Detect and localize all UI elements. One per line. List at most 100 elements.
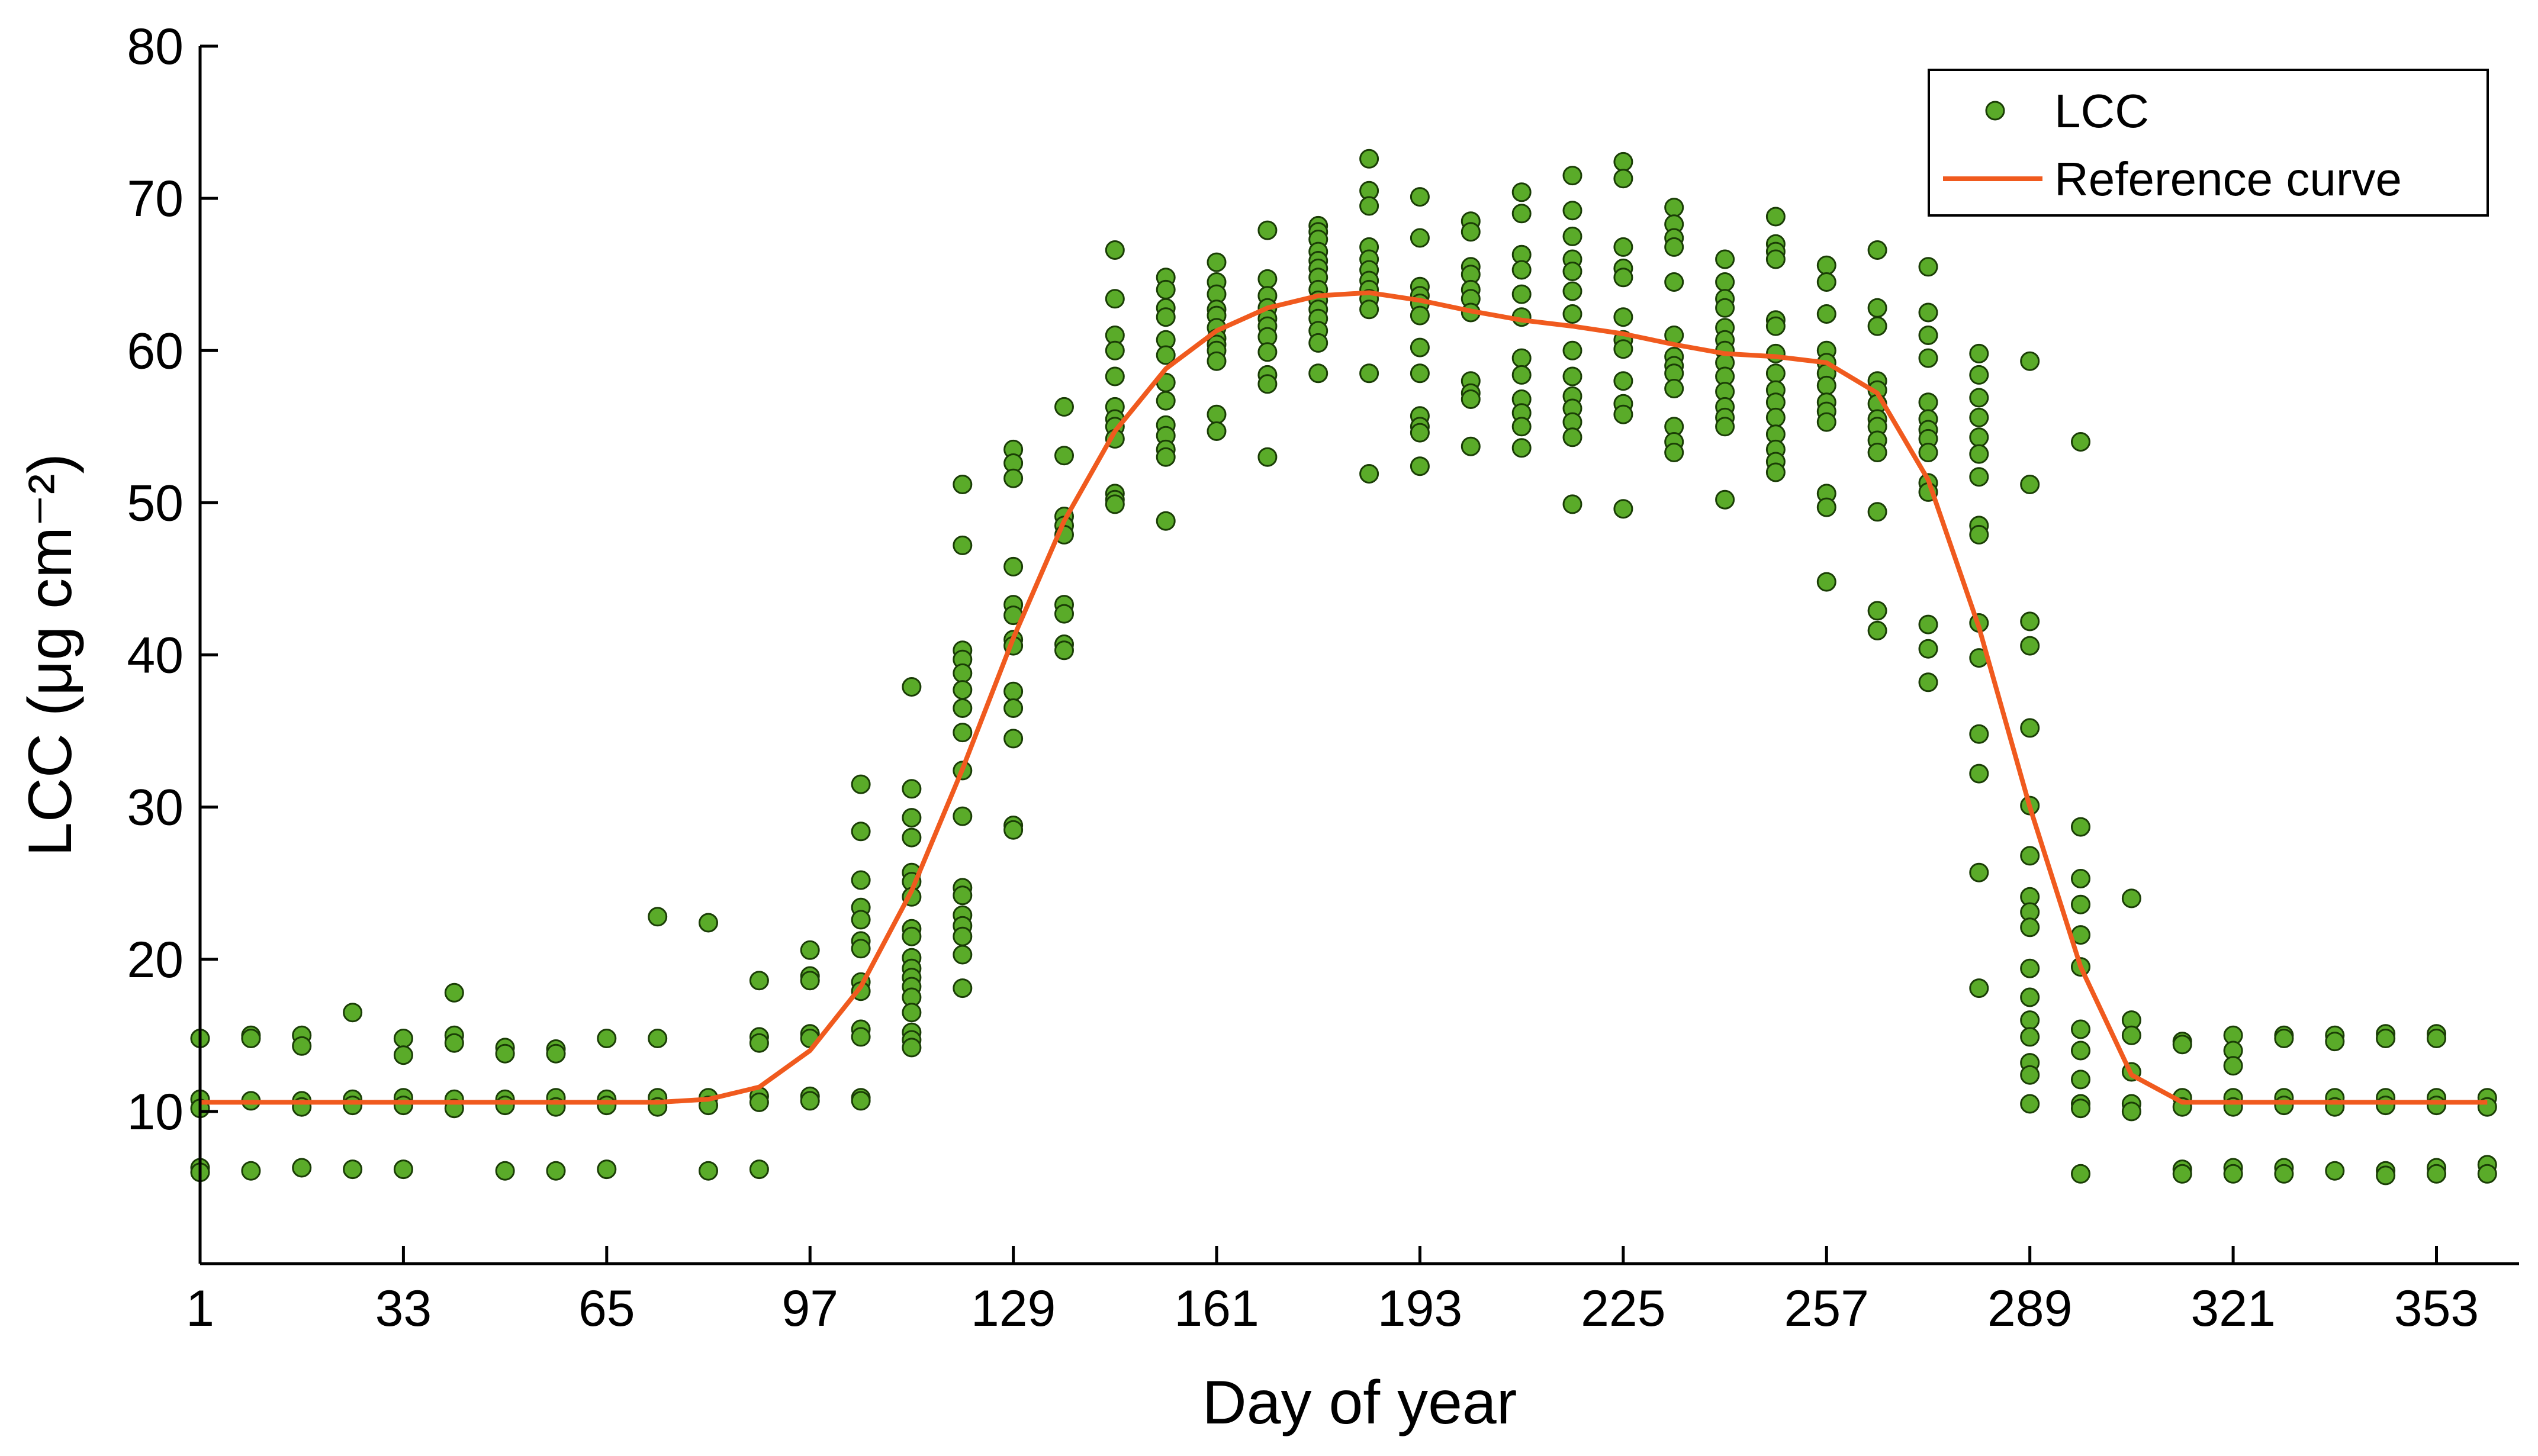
lcc-point bbox=[1359, 464, 1379, 484]
lcc-point bbox=[495, 1043, 515, 1064]
lcc-point bbox=[1969, 862, 1989, 882]
lcc-point bbox=[292, 1036, 312, 1056]
lcc-point bbox=[902, 779, 922, 799]
lcc-point bbox=[1156, 345, 1176, 365]
lcc-point bbox=[2427, 1096, 2446, 1116]
y-tick-label: 40 bbox=[127, 627, 184, 684]
lcc-point bbox=[2274, 1096, 2294, 1116]
lcc-point bbox=[1867, 601, 1887, 621]
lcc-point bbox=[953, 680, 973, 700]
lcc-point bbox=[1816, 255, 1836, 275]
lcc-point bbox=[1410, 305, 1430, 326]
lcc-point bbox=[2020, 1010, 2040, 1030]
lcc-point bbox=[1511, 204, 1532, 224]
lcc-point bbox=[1359, 196, 1379, 216]
lcc-point bbox=[2376, 1096, 2396, 1116]
lcc-point bbox=[1613, 499, 1633, 519]
lcc-point bbox=[1156, 447, 1176, 467]
lcc-point bbox=[2172, 1035, 2192, 1055]
lcc-point bbox=[1765, 407, 1786, 427]
lcc-point bbox=[1308, 363, 1328, 384]
lcc-point bbox=[1410, 228, 1430, 248]
lcc-point bbox=[953, 535, 973, 555]
lcc-point bbox=[1918, 614, 1938, 634]
x-tick-label: 97 bbox=[781, 1280, 838, 1337]
lcc-point bbox=[1765, 343, 1786, 363]
lcc-point bbox=[1562, 262, 1582, 281]
lcc-point bbox=[1003, 729, 1024, 749]
x-tick-label: 289 bbox=[1987, 1280, 2073, 1337]
lcc-point bbox=[1867, 443, 1887, 462]
lcc-point bbox=[1511, 260, 1532, 280]
lcc-point bbox=[953, 723, 973, 743]
lcc-point bbox=[953, 806, 973, 826]
lcc-point bbox=[851, 1027, 871, 1047]
lcc-point bbox=[851, 870, 871, 890]
lcc-point bbox=[2274, 1029, 2294, 1048]
lcc-point bbox=[1562, 340, 1582, 360]
lcc-point bbox=[1461, 389, 1481, 409]
lcc-point bbox=[1613, 339, 1633, 359]
lcc-point bbox=[1207, 252, 1227, 272]
lcc-point bbox=[902, 1003, 922, 1023]
lcc-point bbox=[902, 808, 922, 828]
lcc-point bbox=[1003, 681, 1024, 701]
lcc-point bbox=[1511, 365, 1532, 385]
lcc-point bbox=[1765, 207, 1786, 227]
lcc-point bbox=[2325, 1161, 2345, 1181]
lcc-point bbox=[2071, 1019, 2090, 1039]
lcc-point bbox=[444, 983, 464, 1003]
lcc-point bbox=[2020, 636, 2040, 656]
y-tick-label: 10 bbox=[127, 1084, 184, 1141]
x-tick-label: 193 bbox=[1378, 1280, 1463, 1337]
lcc-point bbox=[1105, 240, 1125, 260]
lcc-point bbox=[1257, 374, 1278, 394]
lcc-point bbox=[2071, 432, 2090, 452]
x-tick-label: 65 bbox=[578, 1280, 635, 1337]
lcc-point bbox=[1867, 240, 1887, 260]
lcc-point bbox=[1054, 446, 1074, 466]
lcc-point bbox=[648, 907, 668, 927]
lcc-point bbox=[1156, 511, 1176, 531]
lcc-point bbox=[2020, 611, 2040, 632]
lcc-point bbox=[953, 885, 973, 906]
lcc-point bbox=[1816, 412, 1836, 432]
lcc-point bbox=[393, 1045, 413, 1065]
lcc-point bbox=[1664, 237, 1684, 257]
lcc-point bbox=[648, 1029, 668, 1048]
lcc-point bbox=[1257, 447, 1278, 467]
legend-marker-lcc bbox=[1985, 101, 2005, 121]
y-tick-label: 30 bbox=[127, 779, 184, 836]
lcc-point bbox=[953, 475, 973, 494]
lcc-point bbox=[1257, 269, 1278, 289]
lcc-point bbox=[902, 677, 922, 697]
lcc-point bbox=[800, 971, 820, 991]
lcc-point bbox=[902, 926, 922, 946]
lcc-point bbox=[241, 1161, 261, 1181]
lcc-point bbox=[444, 1033, 464, 1053]
lcc-point bbox=[953, 945, 973, 965]
lcc-point bbox=[1918, 326, 1938, 345]
lcc-point bbox=[1511, 284, 1532, 304]
lcc-point bbox=[1207, 404, 1227, 424]
lcc-point bbox=[343, 1159, 363, 1180]
lcc-point bbox=[953, 926, 973, 946]
lcc-point bbox=[749, 1033, 769, 1053]
lcc-point bbox=[1105, 289, 1125, 309]
lcc-point bbox=[2020, 351, 2040, 371]
axes-layer: 1 33 65 97 129 161 193 225 257 289 321 353 10 20 30 40 5… bbox=[127, 18, 2519, 1337]
lcc-point bbox=[1410, 456, 1430, 476]
lcc-point bbox=[1562, 281, 1582, 301]
lcc-point bbox=[1105, 366, 1125, 386]
lcc-point bbox=[1003, 698, 1024, 718]
lcc-point bbox=[1613, 237, 1633, 257]
lcc-point bbox=[2071, 817, 2090, 837]
lcc-point bbox=[1105, 340, 1125, 360]
lcc-point bbox=[1969, 764, 1989, 784]
lcc-point bbox=[1511, 438, 1532, 458]
lcc-point bbox=[2071, 869, 2090, 888]
lcc-point bbox=[2376, 1029, 2396, 1048]
lcc-point bbox=[2376, 1165, 2396, 1186]
lcc-point bbox=[1765, 363, 1786, 384]
lcc-point bbox=[1156, 391, 1176, 411]
